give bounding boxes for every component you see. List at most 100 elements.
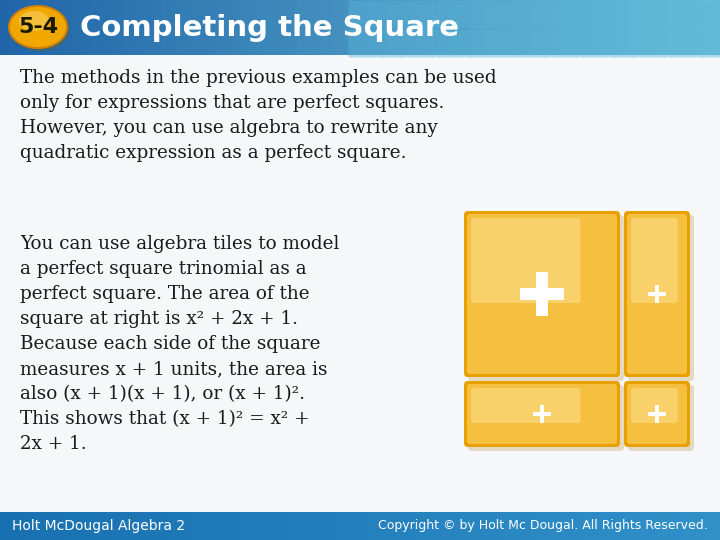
Bar: [207, 0, 216, 55]
Bar: [585, 512, 594, 540]
Bar: [117, 512, 126, 540]
Bar: [405, 0, 414, 55]
Bar: [702, 0, 711, 55]
Bar: [675, 0, 684, 55]
Bar: [441, 512, 450, 540]
Bar: [0, 0, 9, 55]
Bar: [666, 0, 675, 55]
Text: Copyright © by Holt Mc Dougal. All Rights Reserved.: Copyright © by Holt Mc Dougal. All Right…: [378, 519, 708, 532]
FancyBboxPatch shape: [667, 1, 696, 29]
Bar: [360, 0, 369, 55]
FancyBboxPatch shape: [468, 385, 624, 451]
Bar: [72, 0, 81, 55]
FancyBboxPatch shape: [436, 30, 464, 57]
Bar: [648, 292, 666, 296]
Ellipse shape: [8, 5, 68, 49]
Bar: [513, 512, 522, 540]
Bar: [198, 0, 207, 55]
Bar: [576, 0, 585, 55]
Bar: [558, 0, 567, 55]
FancyBboxPatch shape: [493, 1, 523, 29]
Bar: [549, 0, 558, 55]
Bar: [612, 512, 621, 540]
Bar: [441, 0, 450, 55]
Bar: [486, 0, 495, 55]
FancyBboxPatch shape: [631, 218, 678, 303]
Bar: [468, 512, 477, 540]
Bar: [630, 512, 639, 540]
Bar: [279, 0, 288, 55]
Bar: [648, 411, 666, 416]
Bar: [693, 512, 702, 540]
Bar: [234, 512, 243, 540]
Bar: [315, 0, 324, 55]
Bar: [459, 0, 468, 55]
Bar: [666, 512, 675, 540]
Bar: [324, 512, 333, 540]
Bar: [432, 512, 441, 540]
Bar: [387, 512, 396, 540]
Bar: [369, 0, 378, 55]
Bar: [684, 512, 693, 540]
Bar: [414, 512, 423, 540]
Bar: [378, 0, 387, 55]
FancyBboxPatch shape: [667, 30, 696, 57]
Bar: [189, 512, 198, 540]
FancyBboxPatch shape: [624, 211, 690, 377]
Bar: [45, 512, 54, 540]
Text: Holt McDougal Algebra 2: Holt McDougal Algebra 2: [12, 519, 185, 533]
Bar: [540, 0, 549, 55]
Bar: [108, 0, 117, 55]
FancyBboxPatch shape: [467, 214, 617, 374]
Bar: [576, 512, 585, 540]
Bar: [144, 512, 153, 540]
Bar: [90, 512, 99, 540]
Bar: [684, 0, 693, 55]
Bar: [315, 512, 324, 540]
Bar: [534, 411, 551, 416]
Bar: [702, 512, 711, 540]
FancyBboxPatch shape: [639, 30, 667, 57]
FancyBboxPatch shape: [464, 1, 493, 29]
Bar: [477, 512, 486, 540]
Bar: [369, 512, 378, 540]
Bar: [36, 512, 45, 540]
FancyBboxPatch shape: [377, 30, 407, 57]
Bar: [81, 0, 90, 55]
Bar: [225, 0, 234, 55]
Bar: [468, 0, 477, 55]
Bar: [279, 512, 288, 540]
Text: 5-4: 5-4: [18, 17, 58, 37]
FancyBboxPatch shape: [523, 30, 552, 57]
FancyBboxPatch shape: [580, 30, 610, 57]
FancyBboxPatch shape: [464, 211, 620, 377]
Bar: [432, 0, 441, 55]
Bar: [594, 512, 603, 540]
Bar: [423, 0, 432, 55]
Bar: [621, 512, 630, 540]
Bar: [0, 512, 9, 540]
Bar: [306, 0, 315, 55]
FancyBboxPatch shape: [696, 30, 720, 57]
Bar: [567, 512, 576, 540]
Bar: [189, 0, 198, 55]
FancyBboxPatch shape: [627, 214, 687, 374]
FancyBboxPatch shape: [627, 384, 687, 444]
Bar: [396, 512, 405, 540]
Text: You can use algebra tiles to model
a perfect square trinomial as a
perfect squar: You can use algebra tiles to model a per…: [20, 235, 339, 453]
Bar: [171, 0, 180, 55]
FancyBboxPatch shape: [493, 30, 523, 57]
Bar: [621, 0, 630, 55]
Bar: [333, 512, 342, 540]
Bar: [288, 0, 297, 55]
Bar: [270, 512, 279, 540]
Bar: [639, 512, 648, 540]
Bar: [144, 0, 153, 55]
FancyBboxPatch shape: [467, 384, 617, 444]
Bar: [414, 0, 423, 55]
Bar: [612, 0, 621, 55]
FancyBboxPatch shape: [580, 1, 610, 29]
Bar: [306, 512, 315, 540]
Bar: [531, 0, 540, 55]
Bar: [567, 0, 576, 55]
